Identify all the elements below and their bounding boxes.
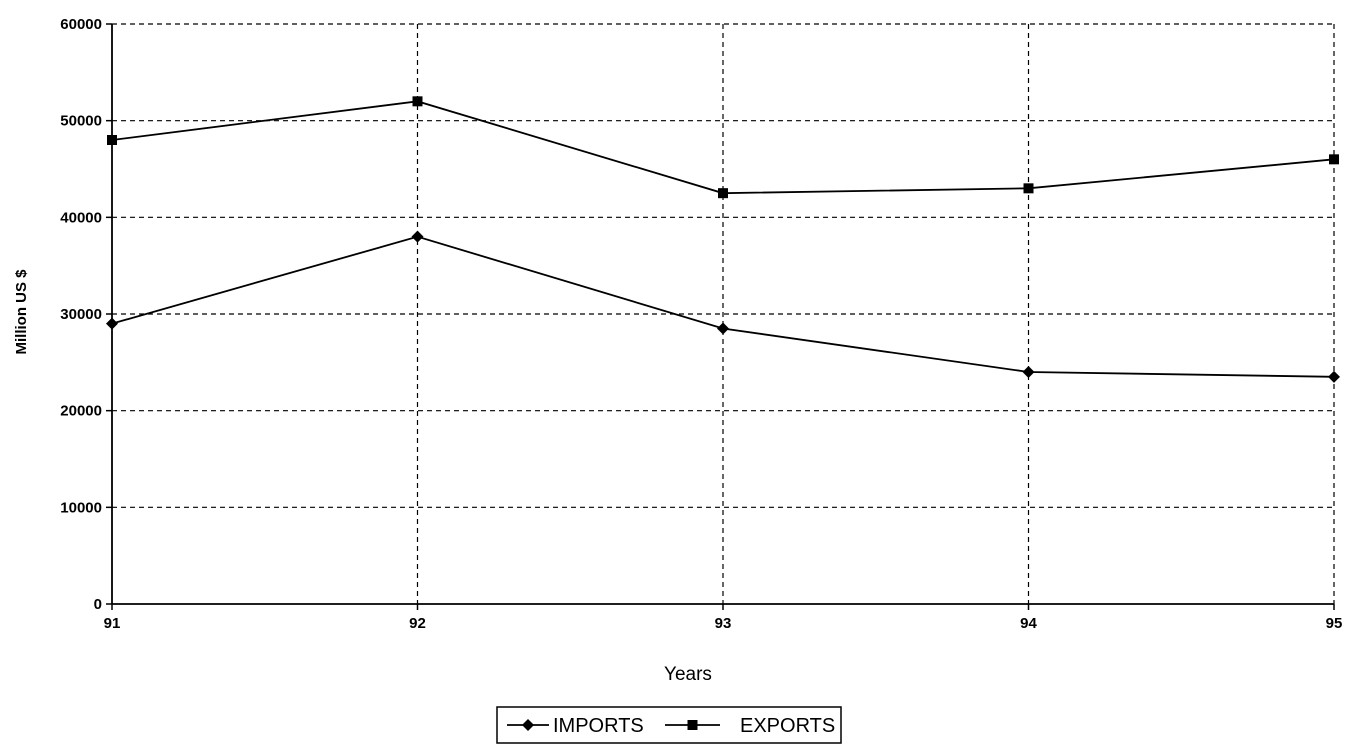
y-tick-label: 60000 (60, 16, 102, 33)
legend-marker-exports (687, 720, 698, 730)
legend-item-exports: EXPORTS (665, 715, 835, 737)
y-tick-label: 10000 (60, 499, 102, 516)
data-point-exports (718, 188, 728, 199)
series-imports (106, 230, 1340, 383)
x-axis-title: Years (664, 664, 712, 685)
y-tick-label: 30000 (60, 306, 102, 323)
data-point-imports (411, 230, 424, 243)
y-tick-label: 50000 (60, 113, 102, 130)
x-tick-labels: 91 92 93 94 95 (104, 604, 1343, 632)
data-point-exports (1329, 154, 1339, 165)
data-point-imports (106, 317, 118, 330)
legend-label-imports: IMPORTS (553, 715, 644, 737)
y-tick-label: 40000 (60, 209, 102, 226)
data-point-imports (1328, 370, 1340, 383)
x-tick-label: 94 (1020, 615, 1037, 632)
x-tick-label: 91 (104, 615, 121, 632)
data-point-imports (717, 322, 729, 335)
x-tick-label: 92 (409, 615, 426, 632)
x-tick-label: 93 (715, 615, 732, 632)
data-point-exports (107, 135, 117, 145)
legend: IMPORTS EXPORTS (496, 706, 842, 744)
data-point-imports (1022, 366, 1035, 378)
data-point-exports (1023, 183, 1034, 194)
y-tick-labels: 0 10000 20000 30000 40000 50000 60000 (60, 16, 112, 613)
series-exports (107, 96, 1339, 199)
y-axis-title: Million US $ (13, 269, 30, 355)
grid-lines (112, 23, 1335, 604)
legend-label-exports: EXPORTS (740, 715, 835, 737)
y-tick-label: 20000 (60, 403, 102, 420)
series-layer (106, 96, 1340, 383)
y-tick-label: 0 (94, 596, 102, 613)
legend-item-imports: IMPORTS (507, 715, 644, 737)
data-point-exports (412, 96, 423, 107)
legend-marker-imports (522, 719, 534, 731)
x-tick-label: 95 (1326, 615, 1343, 632)
